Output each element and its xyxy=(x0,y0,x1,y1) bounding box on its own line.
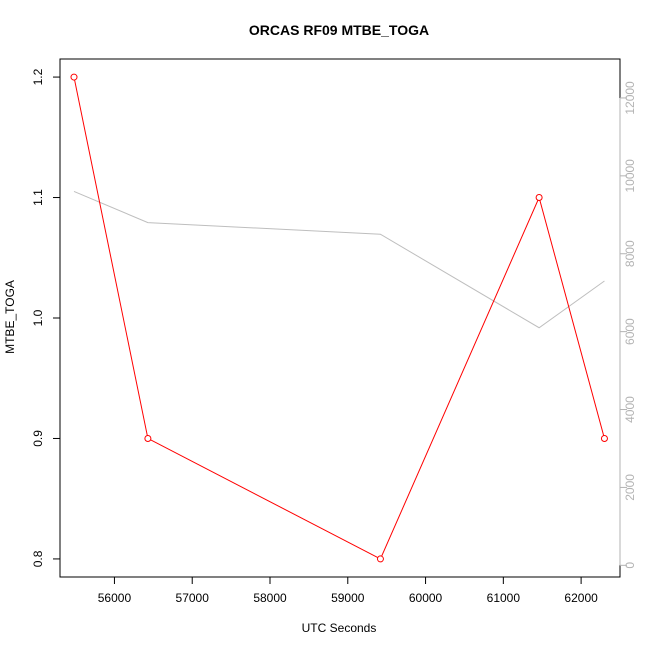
data-point xyxy=(70,73,78,81)
data-point xyxy=(144,434,152,442)
data-point xyxy=(535,194,543,202)
x-tick-label: 60000 xyxy=(409,591,443,605)
x-tick-label: 58000 xyxy=(253,591,287,605)
y-tick-label: 1.1 xyxy=(31,189,45,206)
y2-tick-label: 10000 xyxy=(623,159,637,193)
y-axis-left: 0.8 0.9 1.0 1.1 1.2 xyxy=(31,68,60,567)
y2-tick-label: 8000 xyxy=(623,240,637,267)
series-line-secondary xyxy=(73,190,605,329)
x-tick-label: 61000 xyxy=(487,591,521,605)
chart-title: ORCAS RF09 MTBE_TOGA xyxy=(249,22,429,38)
y-tick-label: 0.9 xyxy=(31,430,45,447)
y-tick-label: 1.0 xyxy=(31,309,45,326)
y2-tick-label: 12000 xyxy=(623,81,637,115)
y2-tick-label: 4000 xyxy=(623,396,637,423)
y-tick-label: 0.8 xyxy=(31,550,45,567)
x-tick-label: 59000 xyxy=(331,591,365,605)
y2-tick-label: 2000 xyxy=(623,474,637,501)
data-point xyxy=(376,555,384,563)
x-tick-label: 56000 xyxy=(98,591,132,605)
y2-tick-label: 6000 xyxy=(623,318,637,345)
x-axis-title: UTC Seconds xyxy=(302,621,377,635)
x-tick-label: 57000 xyxy=(176,591,210,605)
y2-tick-label: 0 xyxy=(623,562,637,569)
y-tick-label: 1.2 xyxy=(31,68,45,85)
y-axis-right: 0 2000 4000 6000 8000 10000 12000 xyxy=(619,81,637,569)
data-point xyxy=(600,434,608,442)
y-axis-title: MTBE_TOGA xyxy=(3,280,17,354)
x-axis: 56000 57000 58000 59000 60000 61000 62000 xyxy=(98,577,598,605)
series-layer xyxy=(70,73,608,563)
x-tick-label: 62000 xyxy=(564,591,598,605)
